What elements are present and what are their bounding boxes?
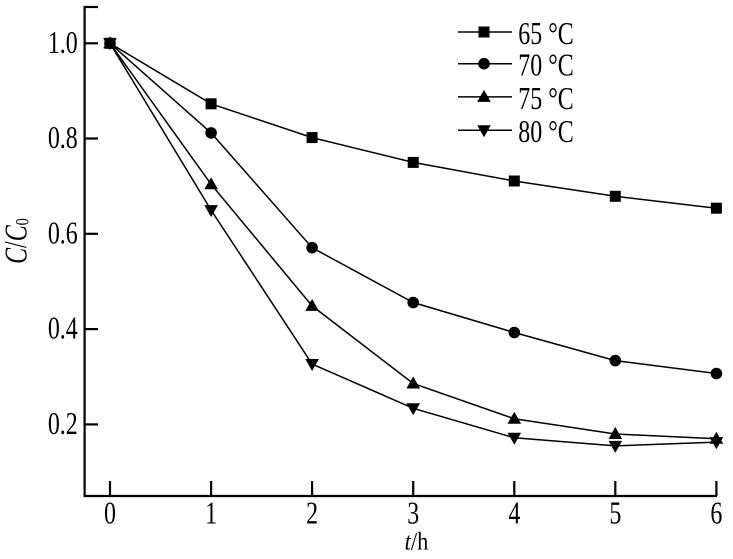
svg-text:0.8: 0.8	[48, 121, 78, 156]
svg-text:70 °C: 70 °C	[518, 49, 573, 84]
svg-text:0.4: 0.4	[48, 312, 78, 347]
svg-text:1: 1	[205, 496, 217, 531]
svg-text:0.6: 0.6	[48, 216, 78, 251]
svg-text:3: 3	[407, 496, 419, 531]
svg-text:65 °C: 65 °C	[518, 17, 573, 52]
svg-text:4: 4	[508, 496, 520, 531]
svg-text:5: 5	[609, 496, 621, 531]
svg-text:2: 2	[306, 496, 318, 531]
svg-text:C/C0: C/C0	[0, 218, 34, 264]
svg-text:1.0: 1.0	[48, 26, 78, 61]
svg-text:75 °C: 75 °C	[518, 82, 573, 117]
svg-text:0: 0	[104, 496, 116, 531]
svg-text:6: 6	[710, 496, 722, 531]
svg-text:80 °C: 80 °C	[518, 115, 573, 150]
svg-text:0.2: 0.2	[48, 407, 78, 442]
svg-text:t/h: t/h	[405, 528, 429, 556]
